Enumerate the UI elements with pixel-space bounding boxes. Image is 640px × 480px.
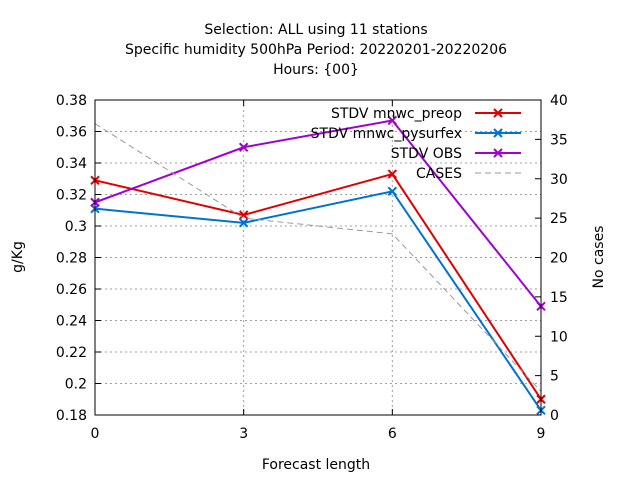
y2-tick-label: 0 bbox=[550, 408, 559, 424]
y2-tick-label: 30 bbox=[550, 172, 568, 188]
y-tick-label: 0.2 bbox=[65, 377, 87, 393]
title-line-1: Selection: ALL using 11 stations bbox=[204, 22, 427, 38]
y-tick-label: 0.38 bbox=[56, 93, 87, 109]
series-layer bbox=[90, 115, 546, 415]
legend-label: CASES bbox=[416, 166, 462, 182]
data-point-marker bbox=[238, 210, 249, 220]
axes: 0 3 6 9 0.18 0.2 0.22 0.24 0.26 0.28 0.3 0.32 0.34 0.… bbox=[56, 93, 568, 442]
legend-label: STDV OBS bbox=[391, 146, 462, 162]
series-line bbox=[94, 172, 542, 400]
series-cases bbox=[94, 123, 542, 392]
y2-tick-label: 25 bbox=[550, 211, 568, 227]
title-line-3: Hours: {00} bbox=[273, 62, 359, 78]
series-stdv-obs bbox=[90, 115, 546, 312]
series-line bbox=[94, 190, 542, 411]
legend-label: STDV mnwc_pysurfex bbox=[311, 126, 462, 142]
y-tick-label: 0.3 bbox=[65, 219, 87, 235]
y2-axis-label: No cases bbox=[591, 226, 607, 289]
data-point-marker bbox=[238, 218, 249, 228]
y-tick-label: 0.28 bbox=[56, 251, 87, 267]
legend: STDV mnwc_preop STDV mnwc_pysurfex STDV OB… bbox=[311, 106, 521, 182]
title-line-2: Specific humidity 500hPa Period: 2022020… bbox=[125, 42, 507, 58]
x-tick-label: 0 bbox=[91, 426, 100, 442]
y-tick-label: 0.24 bbox=[56, 314, 87, 330]
y2-tick-label: 15 bbox=[550, 290, 568, 306]
x-tick-label: 3 bbox=[239, 426, 248, 442]
grid bbox=[95, 100, 541, 415]
data-point-marker bbox=[493, 148, 503, 158]
x-tick-label: 9 bbox=[537, 426, 546, 442]
y2-tick-label: 35 bbox=[550, 132, 568, 148]
y-tick-label: 0.26 bbox=[56, 282, 87, 298]
x-tick-label: 6 bbox=[388, 426, 397, 442]
data-point-marker bbox=[493, 108, 503, 118]
data-point-marker bbox=[387, 186, 398, 197]
y2-tick-label: 20 bbox=[550, 251, 568, 267]
y-tick-label: 0.34 bbox=[56, 156, 87, 172]
x-axis-label: Forecast length bbox=[262, 457, 370, 473]
data-point-marker bbox=[493, 128, 503, 138]
y-tick-label: 0.36 bbox=[56, 125, 87, 141]
y-tick-label: 0.18 bbox=[56, 408, 87, 424]
series-stdv-mnwc-preop bbox=[90, 169, 546, 404]
data-point-marker bbox=[387, 115, 398, 126]
y-tick-label: 0.22 bbox=[56, 345, 87, 361]
series-line bbox=[94, 119, 542, 307]
y2-tick-label: 10 bbox=[550, 329, 568, 345]
series-line bbox=[94, 123, 542, 392]
legend-label: STDV mnwc_preop bbox=[331, 106, 462, 122]
data-point-marker bbox=[387, 169, 398, 179]
y-tick-label: 0.32 bbox=[56, 188, 87, 204]
y-axis-label: g/Kg bbox=[10, 241, 26, 273]
y2-tick-label: 40 bbox=[550, 93, 568, 109]
data-point-marker bbox=[238, 142, 249, 152]
chart-title: Selection: ALL using 11 stations Specifi… bbox=[125, 22, 507, 78]
y2-tick-label: 5 bbox=[550, 369, 559, 385]
